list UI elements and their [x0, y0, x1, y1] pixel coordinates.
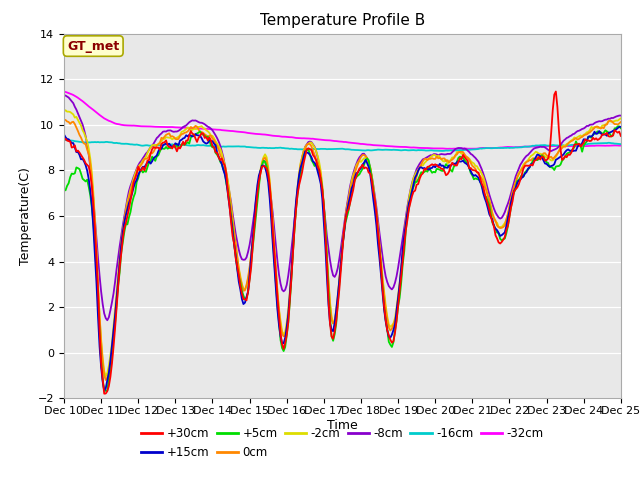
- -8cm: [397, 245, 405, 251]
- +15cm: [379, 291, 387, 297]
- -32cm: [550, 143, 558, 149]
- -32cm: [164, 124, 172, 130]
- +15cm: [397, 264, 405, 270]
- +5cm: [60, 187, 68, 193]
- Line: -32cm: -32cm: [64, 92, 621, 149]
- +5cm: [617, 125, 625, 131]
- Y-axis label: Temperature(C): Temperature(C): [19, 167, 32, 265]
- -16cm: [408, 147, 416, 153]
- Legend: +30cm, +15cm, +5cm, 0cm, -2cm, -8cm, -16cm, -32cm: +30cm, +15cm, +5cm, 0cm, -2cm, -8cm, -16…: [136, 422, 548, 464]
- +30cm: [76, 150, 83, 156]
- +15cm: [550, 161, 558, 167]
- +5cm: [165, 145, 173, 151]
- -2cm: [102, 373, 109, 379]
- -8cm: [104, 317, 111, 323]
- 0cm: [550, 155, 558, 160]
- 0cm: [60, 117, 68, 122]
- +15cm: [165, 141, 173, 146]
- 0cm: [165, 131, 173, 136]
- -8cm: [410, 175, 417, 181]
- +5cm: [102, 388, 109, 394]
- Line: +5cm: +5cm: [64, 126, 621, 391]
- -8cm: [165, 128, 173, 133]
- -2cm: [552, 154, 559, 160]
- -2cm: [617, 116, 625, 121]
- -8cm: [617, 113, 625, 119]
- -8cm: [76, 114, 83, 120]
- +15cm: [100, 388, 108, 394]
- -16cm: [76, 139, 83, 145]
- -32cm: [408, 144, 416, 150]
- +30cm: [100, 391, 108, 396]
- -32cm: [396, 144, 403, 150]
- +15cm: [410, 181, 417, 187]
- +30cm: [60, 138, 68, 144]
- -8cm: [379, 254, 387, 260]
- +30cm: [397, 274, 405, 279]
- -16cm: [377, 147, 385, 153]
- -2cm: [60, 108, 68, 114]
- -16cm: [550, 142, 558, 148]
- +5cm: [397, 280, 405, 286]
- -8cm: [550, 147, 558, 153]
- +30cm: [552, 89, 559, 95]
- Line: +30cm: +30cm: [64, 92, 621, 394]
- -2cm: [399, 251, 406, 256]
- Line: -8cm: -8cm: [64, 95, 621, 320]
- -16cm: [60, 137, 68, 143]
- 0cm: [76, 132, 83, 138]
- 0cm: [410, 183, 417, 189]
- -16cm: [617, 141, 625, 147]
- -2cm: [61, 108, 69, 113]
- -32cm: [76, 96, 83, 102]
- -2cm: [77, 123, 85, 129]
- -32cm: [377, 143, 385, 148]
- Line: 0cm: 0cm: [64, 120, 621, 380]
- -2cm: [412, 172, 419, 178]
- 0cm: [379, 278, 387, 284]
- -32cm: [60, 89, 68, 95]
- 0cm: [617, 119, 625, 125]
- +5cm: [550, 167, 558, 173]
- Title: Temperature Profile B: Temperature Profile B: [260, 13, 425, 28]
- -32cm: [617, 143, 625, 148]
- Line: -2cm: -2cm: [64, 110, 621, 376]
- 0cm: [102, 377, 109, 383]
- 0cm: [397, 268, 405, 274]
- X-axis label: Time: Time: [327, 419, 358, 432]
- +15cm: [60, 132, 68, 137]
- +30cm: [550, 92, 558, 97]
- +30cm: [617, 133, 625, 139]
- Line: +15cm: +15cm: [64, 127, 621, 391]
- +5cm: [76, 166, 83, 172]
- -2cm: [380, 288, 388, 294]
- +30cm: [410, 189, 417, 194]
- -16cm: [438, 148, 445, 154]
- +5cm: [616, 123, 623, 129]
- +30cm: [379, 287, 387, 292]
- +15cm: [617, 124, 625, 130]
- -16cm: [164, 142, 172, 147]
- -16cm: [396, 147, 403, 153]
- -2cm: [167, 135, 175, 141]
- Text: GT_met: GT_met: [67, 39, 119, 52]
- +30cm: [165, 144, 173, 150]
- -8cm: [60, 92, 68, 98]
- -32cm: [447, 146, 454, 152]
- +5cm: [410, 184, 417, 190]
- +15cm: [76, 152, 83, 158]
- +5cm: [379, 286, 387, 291]
- Line: -16cm: -16cm: [64, 140, 621, 151]
